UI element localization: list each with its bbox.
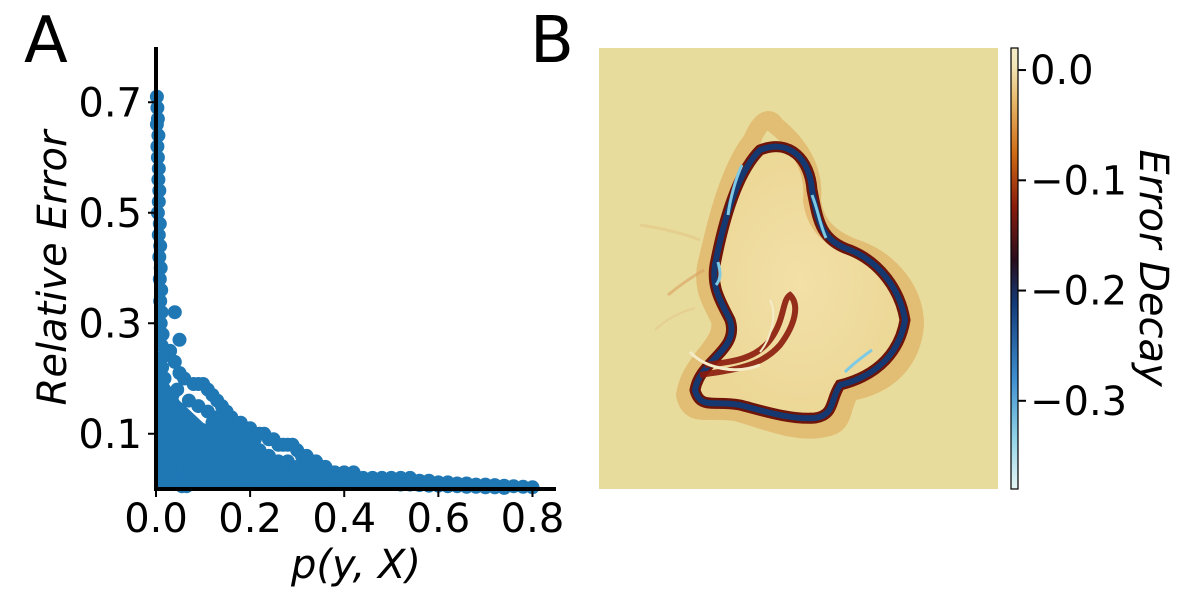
colorbar-tick-label: −0.3 [1030,379,1127,425]
x-tick-label: 0.6 [407,496,471,542]
x-ticks: 0.0 0.2 0.4 0.6 0.8 [124,489,564,542]
heatmap-blue-core [691,143,909,422]
y-tick-label: 0.3 [78,301,142,347]
scatter-point [154,305,169,320]
colorbar-tick-label: 0.0 [1030,48,1094,94]
scatter-dense-region [156,350,533,489]
heatmap-light-blue-segment [843,348,873,374]
scatter-point [155,360,170,375]
x-tick-label: 0.2 [218,496,282,542]
x-tick-label: 0.8 [501,496,565,542]
scatter-point [163,343,178,358]
scatter-point [163,426,178,441]
panel-a-label: A [24,4,68,78]
heatmap-wisp [667,268,705,297]
colorbar-tick-label: −0.2 [1030,269,1127,315]
scatter-point [167,354,182,369]
x-tick-label: 0.0 [124,496,188,542]
y-axis-label: Relative Error [30,128,76,405]
scatter-point [247,432,262,447]
colorbar-gradient [1010,47,1019,490]
scatter-point [179,479,194,494]
heatmap-inner-swirl [699,291,799,378]
colorbar-label: Error Decay [1130,149,1176,388]
x-axis-label: p(y, X) [290,542,421,588]
scatter-point [157,404,171,419]
heatmap-light-blue-segment [726,164,744,216]
scatter-point [165,388,180,403]
scatter-point [243,470,258,485]
heatmap-inner-swirl-light [759,299,775,353]
scatter-plot-a: 0.0 0.2 0.4 0.6 0.8 0.1 0.3 0.5 0.7 p(y, X) Rel… [30,47,564,588]
scatter-point [159,415,174,430]
colorbar-ticks: 0.0 −0.1 −0.2 −0.3 [1018,48,1127,425]
scatter-point [172,448,187,463]
x-tick-label: 0.4 [312,496,376,542]
heatmap-light-blue-segment [714,261,722,286]
y-tick-label: 0.7 [78,80,142,126]
scatter-point [167,305,182,320]
scatter-point [172,332,187,347]
heatmap-inner-swirl-light [688,350,761,372]
scatter-point [181,415,196,430]
colorbar-tick-label: −0.1 [1030,158,1127,204]
heatmap-b [599,48,998,489]
y-tick-label: 0.5 [78,191,142,237]
panel-b-label: B [530,4,574,78]
heatmap-light-blue-segment [810,194,828,239]
heatmap-wisp [639,223,701,242]
colorbar: 0.0 −0.1 −0.2 −0.3 Error Decay [1010,47,1176,490]
scatter-point [155,327,170,342]
scatter-points [149,89,540,495]
y-tick-label: 0.1 [78,412,142,458]
heatmap-wisp [654,307,696,331]
scatter-point [157,371,172,386]
heatmap-inner-region [695,146,905,419]
scatter-point [167,437,182,452]
scatter-point [172,404,187,419]
y-ticks: 0.1 0.3 0.5 0.7 [78,80,156,458]
